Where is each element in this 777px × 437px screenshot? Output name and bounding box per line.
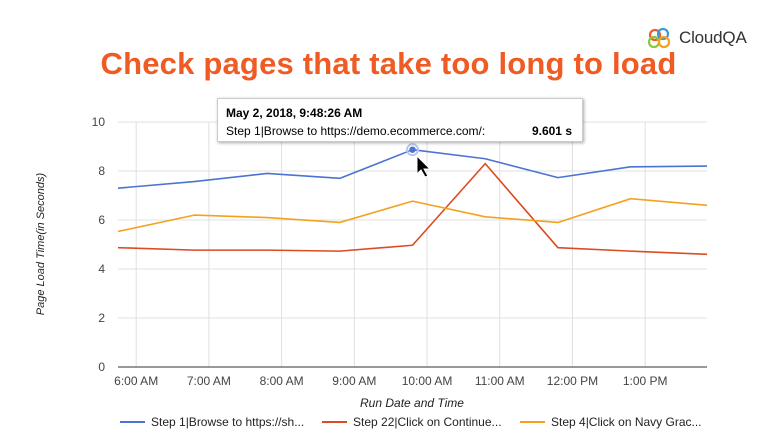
legend-label-3: Step 4|Click on Navy Grac...: [551, 415, 702, 429]
data-point-tooltip: May 2, 2018, 9:48:26 AM Step 1|Browse to…: [217, 98, 583, 142]
x-tick-label: 8:00 AM: [260, 374, 304, 388]
brand-logo: CloudQA: [646, 27, 747, 49]
x-tick-label: 6:00 AM: [114, 374, 158, 388]
y-tick-label: 0: [98, 360, 105, 374]
x-tick-label: 11:00 AM: [475, 374, 525, 388]
y-tick-label: 10: [92, 115, 106, 129]
tooltip-title: May 2, 2018, 9:48:26 AM: [226, 106, 363, 120]
x-tick-label: 1:00 PM: [623, 374, 668, 388]
y-tick-label: 2: [98, 311, 105, 325]
series-line-2: [117, 162, 708, 256]
mouse-cursor-icon: [416, 154, 432, 178]
tooltip-series-name: Step 1|Browse to https://demo.ecommerce.…: [226, 124, 486, 138]
chart-grid: [118, 121, 707, 367]
chart-legend: Step 1|Browse to https://sh... Step 22|Cl…: [120, 415, 702, 429]
page-headline: Check pages that take too long to load: [100, 46, 677, 81]
x-axis-title: Run Date and Time: [360, 396, 464, 410]
x-tick-label: 10:00 AM: [402, 374, 453, 388]
x-tick-label: 9:00 AM: [332, 374, 376, 388]
y-tick-label: 8: [98, 164, 105, 178]
x-tick-label: 7:00 AM: [187, 374, 231, 388]
highlighted-point-halo: [406, 143, 419, 157]
cloudqa-logo-icon: [647, 27, 671, 49]
chart-tick-labels: 0 2 4 6 8 10 6:00 AM 7:00 AM 8:00 AM 9:00 AM 10:00…: [92, 115, 668, 388]
y-tick-label: 4: [98, 262, 105, 276]
y-axis-title: Page Load Time(in Seconds): [35, 172, 47, 315]
y-tick-label: 6: [98, 213, 105, 227]
legend-label-1: Step 1|Browse to https://sh...: [151, 415, 304, 429]
chart-series-lines: [117, 143, 708, 256]
x-tick-label: 12:00 PM: [547, 374, 598, 388]
series-line-3: [117, 197, 708, 233]
legend-label-2: Step 22|Click on Continue...: [353, 415, 502, 429]
brand-name: CloudQA: [679, 28, 747, 47]
tooltip-value: 9.601 s: [531, 124, 572, 138]
highlighted-data-point: [409, 146, 416, 153]
